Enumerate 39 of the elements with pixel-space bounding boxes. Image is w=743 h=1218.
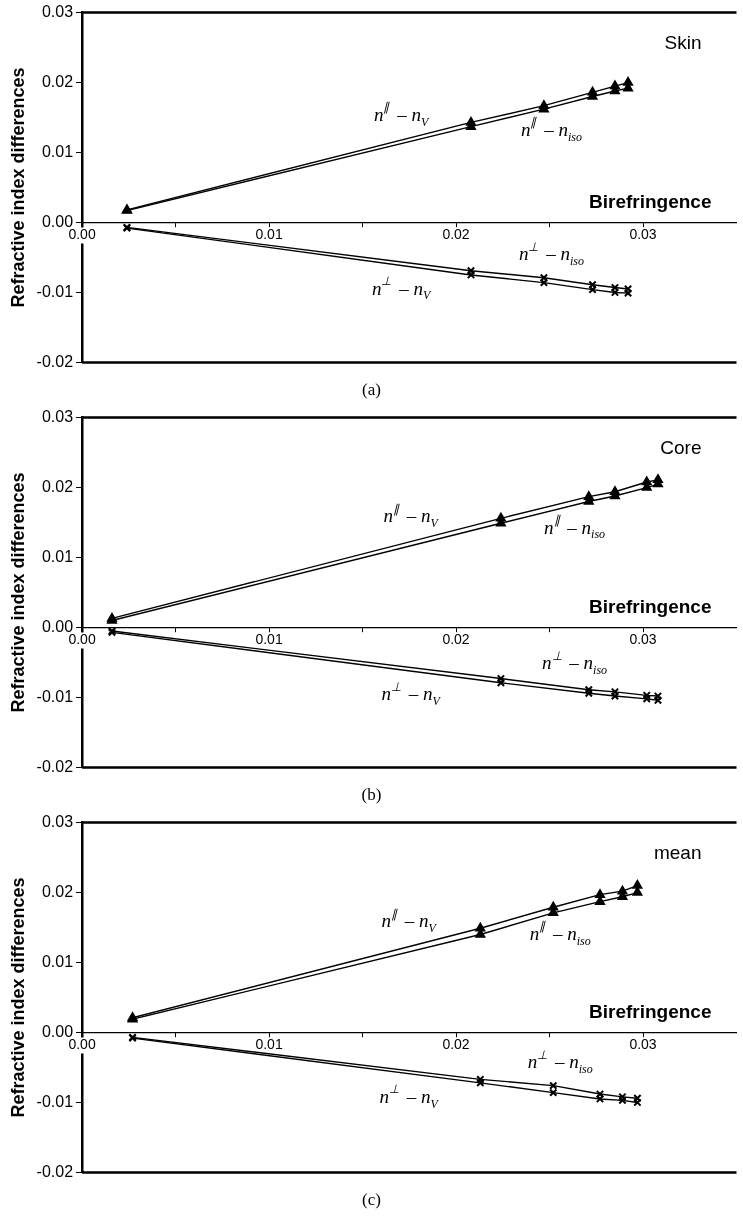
x-axis-title: Birefringence: [589, 191, 712, 213]
x-tick-label: 0.03: [629, 1035, 657, 1052]
y-tick-label: 0.01: [41, 547, 74, 565]
text: mean: [653, 842, 702, 864]
text: Skin: [664, 32, 702, 54]
x-tick-label: 0.00: [68, 1036, 96, 1053]
y-tick-label: 0.02: [41, 72, 74, 90]
y-tick-label: -0.02: [36, 352, 74, 370]
text: Core: [660, 437, 702, 459]
y-tick-label: -0.02: [36, 1162, 74, 1180]
y-axis-title: Refractive index differences: [7, 877, 28, 1118]
x-tick-label: 0.02: [442, 630, 470, 647]
y-tick-label: 0.01: [41, 142, 74, 160]
x-tick-label: 0.03: [629, 225, 657, 242]
x-tick-label: 0.01: [255, 630, 283, 647]
text: (c): [361, 1189, 382, 1211]
y-tick-label: 0.02: [41, 477, 74, 495]
x-tick-label: 0.00: [68, 226, 96, 243]
y-tick-label: -0.02: [36, 757, 74, 775]
y-tick-label: 0.03: [41, 813, 74, 831]
y-tick-label: -0.01: [36, 1092, 74, 1110]
text: (b): [360, 784, 383, 806]
y-tick-label: 0.01: [41, 952, 74, 970]
x-tick-label: 0.00: [68, 631, 96, 648]
y-tick-label: -0.01: [36, 282, 74, 300]
text: (a): [361, 379, 382, 401]
y-tick-label: -0.01: [36, 687, 74, 705]
x-axis-title: Birefringence: [589, 1001, 712, 1023]
x-tick-label: 0.02: [442, 225, 470, 242]
x-tick-label: 0.02: [442, 1035, 470, 1052]
y-axis-title: Refractive index differences: [7, 472, 28, 713]
y-tick-label: 0.02: [41, 882, 74, 900]
y-tick-label: 0.03: [41, 3, 74, 21]
x-tick-label: 0.01: [255, 1035, 283, 1052]
x-tick-label: 0.01: [255, 225, 283, 242]
y-tick-label: 0.03: [41, 408, 74, 426]
x-tick-label: 0.03: [629, 630, 657, 647]
x-axis-title: Birefringence: [589, 596, 712, 618]
y-axis-title: Refractive index differences: [7, 67, 28, 308]
